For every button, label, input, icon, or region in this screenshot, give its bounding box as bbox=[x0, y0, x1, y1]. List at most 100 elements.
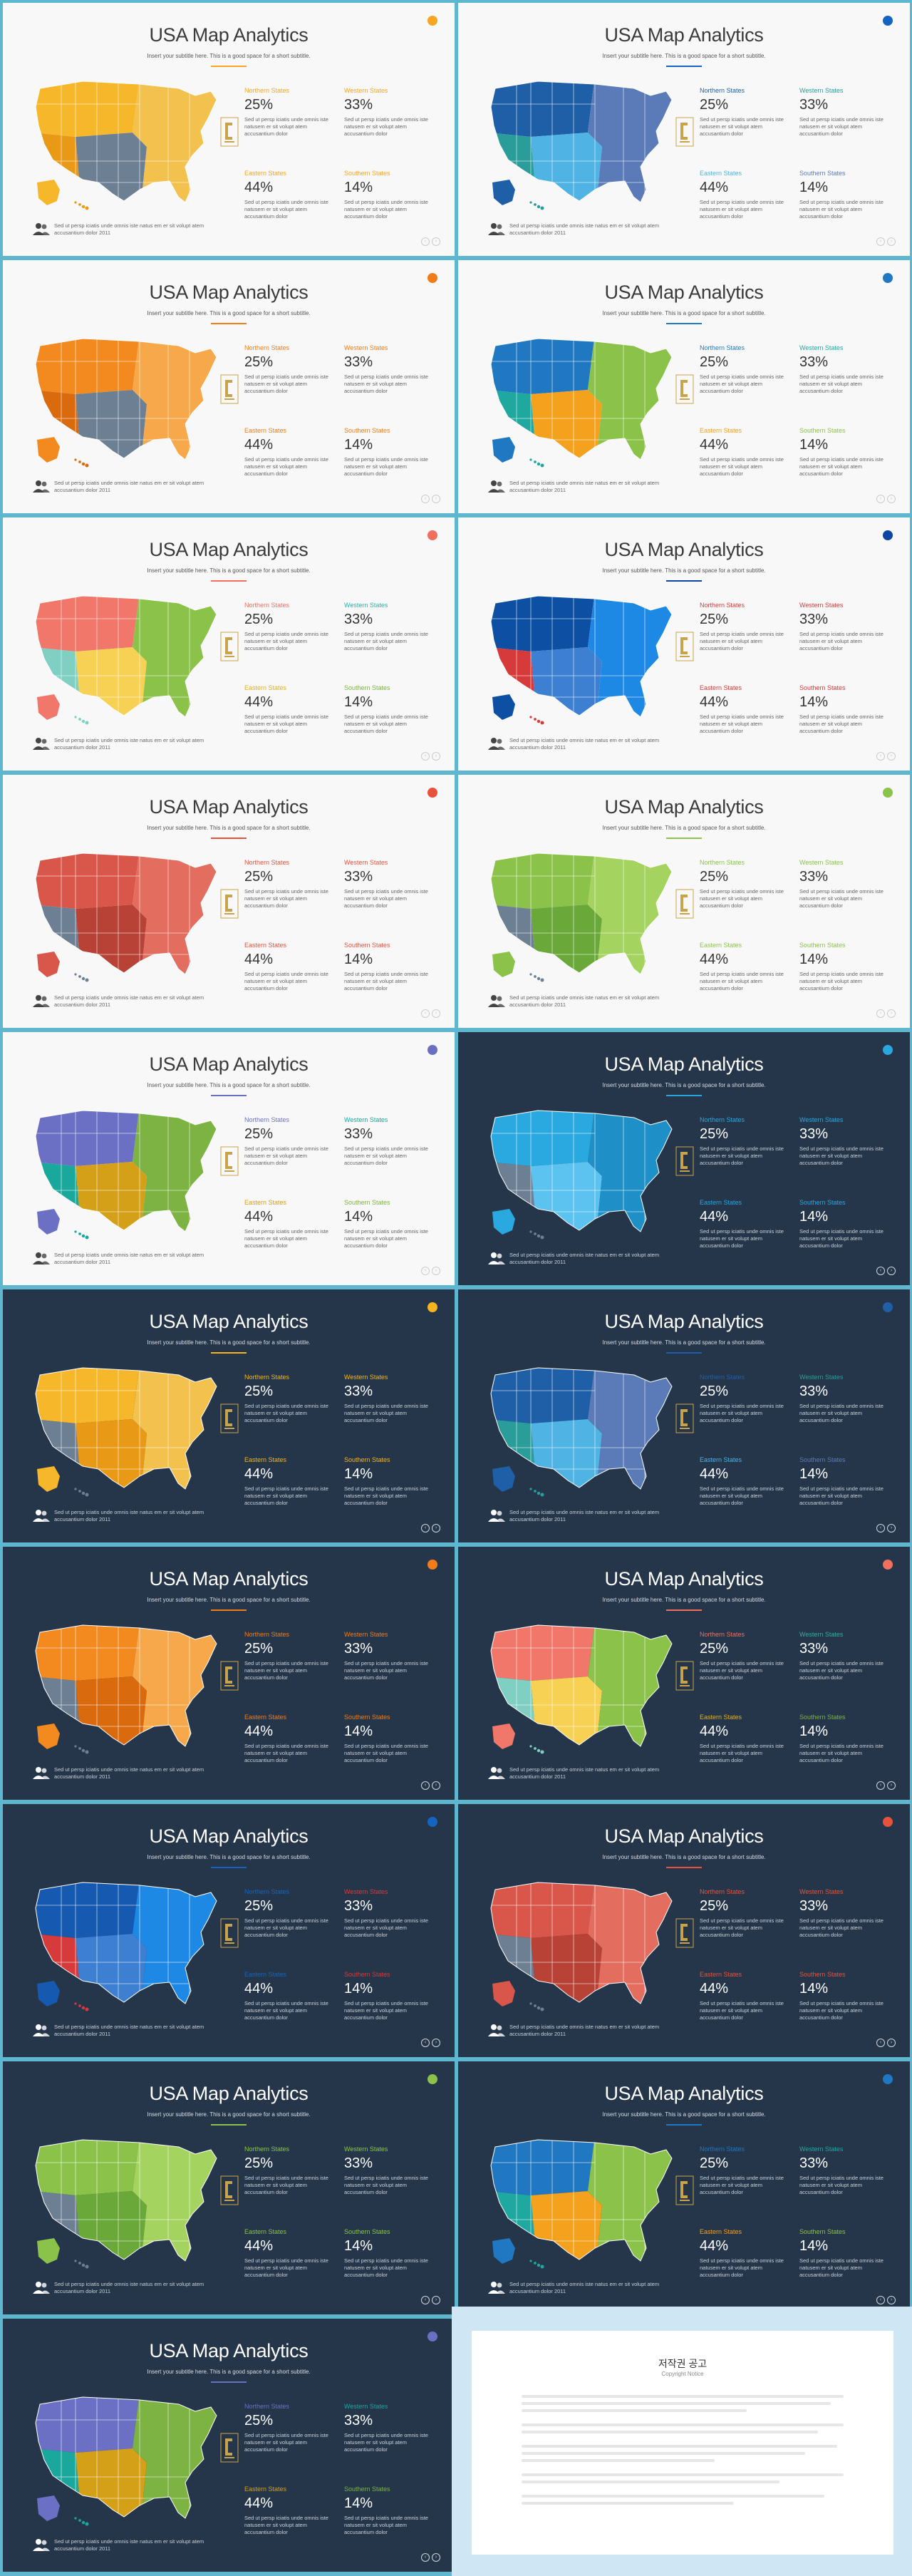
footer-note: Sed ut persp iciatis unde omnis iste nat… bbox=[33, 478, 218, 500]
stat-label: Northern States bbox=[244, 2145, 290, 2153]
stat-label: Northern States bbox=[244, 1116, 290, 1123]
slide-title: USA Map Analytics bbox=[149, 1311, 309, 1332]
stat-block: Eastern States 44% Sed ut persp iciatis un… bbox=[700, 684, 785, 735]
stat-description: Sed ut persp iciatis unde omnis iste nat… bbox=[799, 2000, 884, 2021]
next-slide-button[interactable]: › bbox=[432, 1781, 440, 1790]
slide-nav: ‹ › bbox=[874, 1262, 896, 1275]
footer-note: Sed ut persp iciatis unde omnis iste nat… bbox=[33, 2279, 218, 2301]
stat-block: Western States 33% Sed ut persp iciatis un… bbox=[799, 859, 885, 910]
footer-text: Sed ut persp iciatis unde omnis iste nat… bbox=[509, 222, 660, 236]
prev-slide-button[interactable]: ‹ bbox=[421, 1267, 430, 1275]
people-icon bbox=[33, 2282, 50, 2294]
stat-block: Southern States 14% Sed ut persp iciatis u… bbox=[344, 170, 430, 220]
next-slide-button[interactable]: › bbox=[432, 237, 440, 246]
slide-subtitle: Insert your subtitle here. This is a goo… bbox=[147, 1597, 311, 1603]
stat-percent: 14% bbox=[344, 1209, 373, 1225]
usa-map bbox=[35, 81, 217, 210]
next-slide-button[interactable]: › bbox=[887, 752, 896, 761]
stat-percent: 25% bbox=[244, 354, 274, 370]
region-hawaii bbox=[85, 2007, 89, 2011]
stat-label: Western States bbox=[344, 344, 388, 351]
next-slide-button[interactable]: › bbox=[432, 752, 440, 761]
next-slide-button[interactable]: › bbox=[432, 1009, 440, 1018]
region-north bbox=[491, 1368, 595, 1423]
footer-note: Sed ut persp iciatis unde omnis iste nat… bbox=[33, 221, 218, 242]
region-north bbox=[491, 339, 595, 394]
people-icon bbox=[33, 480, 50, 493]
slide-nav: ‹ › bbox=[874, 2292, 896, 2304]
stat-label: Southern States bbox=[344, 170, 390, 177]
region-hawaii bbox=[534, 1747, 537, 1750]
prev-slide-button[interactable]: ‹ bbox=[876, 495, 885, 503]
prev-slide-button[interactable]: ‹ bbox=[876, 1009, 885, 1018]
prev-slide-button[interactable]: ‹ bbox=[421, 2553, 430, 2562]
brand-logo-icon bbox=[220, 1403, 239, 1433]
stat-block: Southern States 14% Sed ut persp iciatis u… bbox=[799, 1971, 885, 2021]
stat-percent: 25% bbox=[244, 869, 274, 885]
stat-label: Western States bbox=[799, 87, 844, 94]
prev-slide-button[interactable]: ‹ bbox=[876, 1781, 885, 1790]
next-slide-button[interactable]: › bbox=[887, 2039, 896, 2047]
prev-slide-button[interactable]: ‹ bbox=[876, 1267, 885, 1275]
people-icon bbox=[33, 1252, 50, 1264]
next-slide-button[interactable]: › bbox=[432, 1267, 440, 1275]
stat-label: Northern States bbox=[700, 1116, 745, 1123]
next-slide-button[interactable]: › bbox=[432, 495, 440, 503]
prev-slide-button[interactable]: ‹ bbox=[876, 2039, 885, 2047]
next-slide-button[interactable]: › bbox=[887, 1009, 896, 1018]
stat-label: Southern States bbox=[344, 2485, 390, 2493]
prev-slide-button[interactable]: ‹ bbox=[421, 752, 430, 761]
next-slide-button[interactable]: › bbox=[432, 2296, 440, 2304]
next-slide-button[interactable]: › bbox=[432, 1524, 440, 1532]
notice-body bbox=[522, 2391, 844, 2509]
next-slide-button[interactable]: › bbox=[887, 495, 896, 503]
stat-label: Eastern States bbox=[700, 1714, 742, 1721]
next-slide-button[interactable]: › bbox=[432, 2553, 440, 2562]
stat-label: Southern States bbox=[799, 1199, 846, 1206]
prev-slide-button[interactable]: ‹ bbox=[421, 495, 430, 503]
prev-slide-button[interactable]: ‹ bbox=[421, 237, 430, 246]
region-hawaii bbox=[540, 1750, 544, 1754]
next-slide-button[interactable]: › bbox=[887, 1524, 896, 1532]
region-east bbox=[133, 339, 217, 460]
usa-map bbox=[490, 81, 673, 210]
region-alaska bbox=[492, 1466, 515, 1492]
region-hawaii bbox=[81, 2006, 86, 2010]
stat-percent: 33% bbox=[344, 1641, 373, 1657]
prev-slide-button[interactable]: ‹ bbox=[421, 1009, 430, 1018]
prev-slide-button[interactable]: ‹ bbox=[876, 237, 885, 246]
next-slide-button[interactable]: › bbox=[887, 2296, 896, 2304]
prev-slide-button[interactable]: ‹ bbox=[421, 1781, 430, 1790]
next-slide-button[interactable]: › bbox=[887, 1781, 896, 1790]
stat-block: Western States 33% Sed ut persp iciatis un… bbox=[344, 87, 430, 138]
prev-slide-button[interactable]: ‹ bbox=[421, 2039, 430, 2047]
stat-block: Southern States 14% Sed ut persp iciatis u… bbox=[344, 2228, 430, 2279]
prev-slide-button[interactable]: ‹ bbox=[876, 2296, 885, 2304]
accent-dot bbox=[883, 530, 893, 540]
prev-slide-button[interactable]: ‹ bbox=[421, 1524, 430, 1532]
slide-nav: ‹ › bbox=[419, 2292, 440, 2304]
region-hawaii bbox=[540, 2007, 544, 2011]
stat-label: Western States bbox=[799, 602, 844, 609]
stat-description: Sed ut persp iciatis unde omnis iste nat… bbox=[344, 2175, 428, 2195]
people-icon bbox=[33, 2024, 50, 2036]
prev-slide-button[interactable]: ‹ bbox=[876, 1524, 885, 1532]
stat-description: Sed ut persp iciatis unde omnis iste nat… bbox=[799, 1228, 884, 1249]
region-hawaii bbox=[529, 458, 532, 461]
prev-slide-button[interactable]: ‹ bbox=[421, 2296, 430, 2304]
prev-slide-button[interactable]: ‹ bbox=[876, 752, 885, 761]
slide-7: USA Map Analytics Insert your subtitle he… bbox=[3, 775, 455, 1028]
slide-5: USA Map Analytics Insert your subtitle he… bbox=[3, 517, 455, 771]
accent-dot bbox=[428, 273, 437, 283]
next-slide-button[interactable]: › bbox=[432, 2039, 440, 2047]
next-slide-button[interactable]: › bbox=[887, 1267, 896, 1275]
stat-percent: 25% bbox=[244, 1898, 274, 1914]
stat-percent: 44% bbox=[244, 2238, 274, 2254]
stat-block: Eastern States 44% Sed ut persp iciatis un… bbox=[244, 1456, 330, 1507]
stat-description: Sed ut persp iciatis unde omnis iste nat… bbox=[244, 116, 328, 137]
next-slide-button[interactable]: › bbox=[887, 237, 896, 246]
title-underline bbox=[211, 1609, 247, 1611]
slide-16: USA Map Analytics Insert your subtitle he… bbox=[458, 1804, 910, 2057]
region-north bbox=[36, 2397, 140, 2453]
region-hawaii bbox=[85, 1750, 89, 1754]
